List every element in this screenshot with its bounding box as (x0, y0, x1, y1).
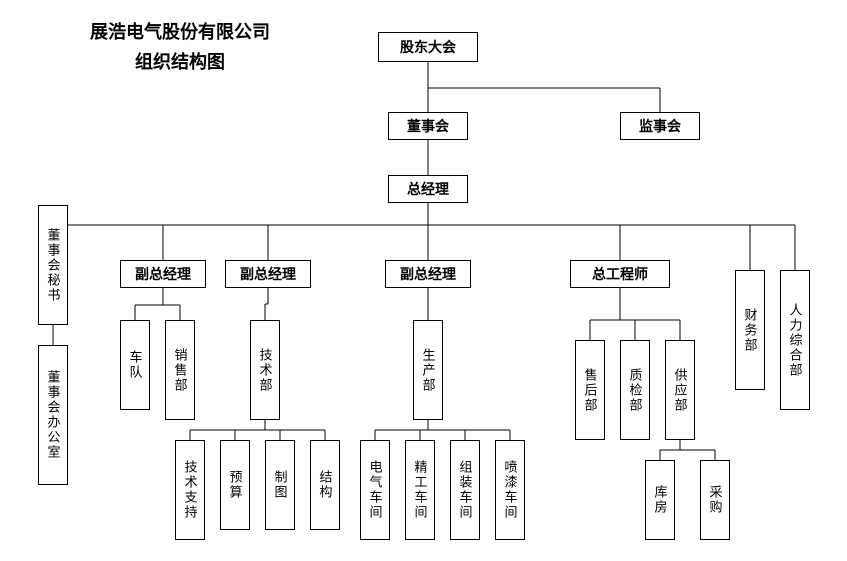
node-ceng: 总工程师 (570, 260, 670, 288)
title-line-1: 展浩电气股份有限公司 (90, 18, 270, 44)
node-supply: 供应部 (665, 340, 695, 440)
node-dgm3: 副总经理 (385, 260, 471, 288)
node-aws: 组装车间 (450, 440, 480, 540)
node-draft: 制图 (265, 440, 295, 530)
node-wh: 库房 (645, 460, 675, 540)
node-budget: 预算 (220, 440, 250, 530)
node-dgm1: 副总经理 (120, 260, 206, 288)
node-shareholders: 股东大会 (378, 32, 478, 62)
node-supervisors: 监事会 (620, 112, 700, 140)
node-qc: 质检部 (620, 340, 650, 440)
node-prod: 生产部 (413, 320, 443, 420)
node-sec: 董事会秘书 (38, 205, 68, 325)
node-finance: 财务部 (735, 270, 765, 390)
node-fleet: 车队 (120, 320, 150, 410)
node-struct: 结构 (310, 440, 340, 530)
title-line-2: 组织结构图 (135, 48, 225, 74)
node-tsup: 技术支持 (175, 440, 205, 540)
node-board: 董事会 (388, 112, 468, 140)
node-tech: 技术部 (250, 320, 280, 420)
node-sales: 销售部 (165, 320, 195, 420)
node-after: 售后部 (575, 340, 605, 440)
node-sws: 喷漆车间 (495, 440, 525, 540)
org-chart: 展浩电气股份有限公司 组织结构图 股东大会董事会 监事会总经理董事会秘书董事会办公… (0, 0, 847, 561)
node-gm: 总经理 (388, 175, 468, 203)
node-purch: 采购 (700, 460, 730, 540)
node-boff: 董事会办公室 (38, 345, 68, 485)
node-pws: 精工车间 (405, 440, 435, 540)
node-hr: 人力综合部 (780, 270, 810, 410)
node-ews: 电气车间 (360, 440, 390, 540)
node-dgm2: 副总经理 (225, 260, 311, 288)
